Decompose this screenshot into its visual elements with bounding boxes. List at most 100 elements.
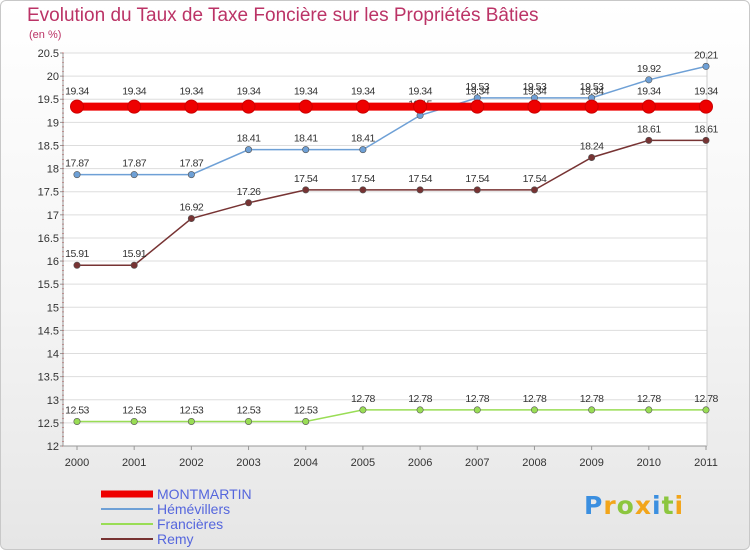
data-label: 12.53 [122,404,146,416]
y-tick-label: 16 [47,256,59,268]
data-label: 19.34 [580,86,604,98]
y-tick-label: 18 [47,164,59,176]
data-point [73,261,81,269]
legend-label: MONTMARTIN [157,486,252,502]
series-line-remy [77,139,706,266]
data-point [127,99,142,114]
series-line-francières [77,409,706,423]
y-tick-label: 14.5 [38,325,59,337]
data-point [473,186,481,194]
y-tick-label: 12 [47,441,59,453]
data-label: 17.54 [465,173,489,185]
series-line-hémévillers [77,65,707,176]
data-label: 17.54 [294,173,318,185]
data-point [302,186,310,194]
data-point [588,406,596,414]
data-label: 19.92 [637,63,661,75]
data-point [641,99,656,114]
data-label: 19.34 [637,86,661,98]
y-tick-label: 14 [47,349,59,361]
y-tick-label: 19.5 [38,94,59,106]
legend-label: Francières [157,516,223,532]
data-point [702,136,710,144]
data-label: 18.61 [637,123,661,135]
data-label: 20.21 [694,49,718,61]
x-tick-label: 2006 [408,457,432,469]
data-label: 18.61 [694,123,718,135]
y-tick-label: 15.5 [38,279,59,291]
data-point [70,99,84,114]
x-tick-label: 2004 [293,457,317,469]
data-label: 19.34 [122,86,146,98]
data-label: 19.53 [580,81,604,93]
data-label: 12.78 [694,393,718,405]
data-point [245,146,253,154]
data-point [470,99,485,114]
x-tick-label: 2002 [179,457,203,469]
logo-letter: i [674,491,685,520]
data-point [187,417,195,425]
data-label: 12.78 [580,393,604,405]
data-label: 17.54 [408,173,432,185]
x-tick-label: 2011 [694,457,718,469]
x-tick-label: 2009 [579,457,603,469]
y-tick-label: 19 [47,117,59,129]
data-point [584,99,599,114]
plot-area [63,53,707,446]
data-point [187,171,195,179]
y-tick-label: 16.5 [38,233,59,245]
data-point [73,171,81,179]
logo-letter: P [584,491,604,520]
data-point [130,261,138,269]
data-label: 19.53 [523,81,547,93]
data-point [588,153,596,161]
data-label: 12.53 [294,404,318,416]
data-point [530,186,538,194]
y-tick-label: 13.5 [38,372,59,384]
x-tick-label: 2010 [637,457,661,469]
data-label: 19.34 [351,86,375,98]
data-label: 15.91 [122,248,146,260]
y-tick-label: 20.5 [38,48,59,60]
data-point [645,136,653,144]
data-label: 19.34 [237,86,261,98]
data-point [359,186,367,194]
data-label: 12.78 [408,393,432,405]
chart-title: Evolution du Taux de Taxe Foncière sur l… [27,5,539,26]
x-tick-label: 2008 [522,457,546,469]
data-label: 19.34 [465,86,489,98]
data-label: 12.78 [523,393,547,405]
data-point [645,76,653,84]
logo-letter: i [652,491,662,520]
data-point [73,417,81,425]
data-point [645,406,653,414]
data-point [130,171,138,179]
data-point [302,417,310,425]
x-tick-label: 2000 [65,457,89,469]
data-label: 17.26 [237,186,261,198]
data-label: 12.53 [65,404,89,416]
data-label: 17.54 [523,173,547,185]
x-tick-label: 2001 [122,457,146,469]
data-label: 15.91 [65,248,89,260]
y-axis-unit: (en %) [29,29,62,41]
y-tick-label: 18.5 [38,140,59,152]
legend-label: Remy [157,531,194,547]
x-tick-label: 2005 [351,457,375,469]
data-point [130,417,138,425]
legend-label: Hémévillers [157,501,230,517]
logo-letter: t [661,491,675,520]
data-point [413,99,428,114]
data-point [245,199,253,207]
y-tick-label: 12.5 [38,418,59,430]
y-tick-label: 15 [47,302,59,314]
data-label: 19.34 [523,86,547,98]
data-label: 19.53 [465,81,489,93]
data-point [702,406,710,414]
data-point [416,406,424,414]
data-point [527,99,542,114]
data-label: 12.78 [465,393,489,405]
data-label: 18.41 [294,133,318,145]
